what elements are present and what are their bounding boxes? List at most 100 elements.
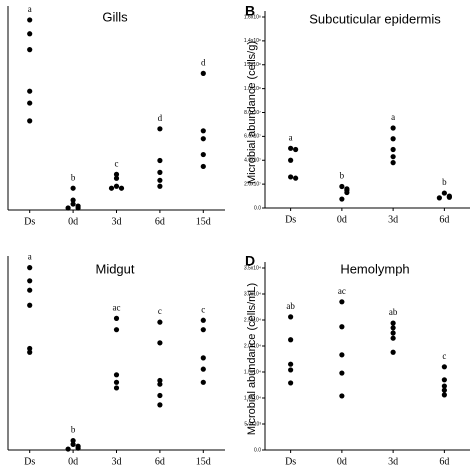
data-point bbox=[293, 146, 299, 153]
significance-letter: c bbox=[442, 351, 446, 361]
data-point bbox=[288, 145, 294, 151]
data-point bbox=[441, 387, 447, 393]
data-point bbox=[288, 367, 294, 373]
y-tick-label: 8.0x10⁷ bbox=[244, 110, 261, 116]
significance-letter: ac bbox=[113, 302, 121, 312]
data-point bbox=[200, 128, 206, 134]
data-point bbox=[200, 327, 206, 333]
data-point bbox=[65, 446, 71, 452]
data-point bbox=[75, 205, 81, 211]
data-point bbox=[441, 383, 447, 389]
data-point bbox=[113, 175, 120, 181]
data-point bbox=[288, 157, 294, 163]
data-point bbox=[390, 154, 396, 160]
x-tick-label: 6d bbox=[439, 456, 449, 467]
y-tick-label: 1.2x10⁸ bbox=[244, 62, 261, 68]
data-point bbox=[339, 299, 345, 305]
data-point bbox=[339, 352, 345, 358]
significance-letter: ab bbox=[389, 307, 398, 317]
data-point bbox=[390, 349, 396, 355]
data-point bbox=[157, 340, 163, 346]
y-tick-label: 1.4x10⁸ bbox=[244, 38, 261, 44]
significance-letter: b bbox=[71, 172, 76, 182]
x-tick-label: Ds bbox=[24, 456, 35, 467]
x-tick-label: 0d bbox=[337, 456, 347, 467]
significance-letter: d bbox=[158, 113, 163, 123]
data-point bbox=[436, 195, 442, 201]
data-point bbox=[390, 335, 396, 341]
data-point bbox=[390, 125, 396, 131]
data-point bbox=[118, 185, 125, 191]
data-point bbox=[200, 366, 206, 372]
panel-title: Hemolymph bbox=[340, 261, 409, 276]
data-point bbox=[70, 197, 76, 203]
data-point bbox=[339, 324, 345, 330]
data-point bbox=[200, 317, 206, 323]
data-point bbox=[288, 361, 294, 367]
data-point bbox=[441, 364, 447, 370]
data-point bbox=[27, 100, 33, 106]
data-point bbox=[27, 287, 33, 293]
panel-label: D bbox=[245, 253, 255, 269]
panel-title: Subcuticular epidermis bbox=[309, 11, 441, 26]
data-point bbox=[70, 441, 76, 447]
data-point bbox=[27, 345, 33, 352]
data-point bbox=[27, 349, 33, 355]
y-axis-label: Microbial abundance (cells/g) bbox=[246, 41, 258, 184]
y-tick-label: 2.0x10⁴ bbox=[244, 343, 261, 349]
significance-letter: b bbox=[71, 425, 76, 435]
data-point bbox=[113, 379, 120, 385]
data-point bbox=[27, 118, 33, 124]
data-point bbox=[157, 377, 163, 384]
significance-letter: ac bbox=[338, 286, 346, 296]
data-point bbox=[157, 381, 163, 387]
x-tick-label: 3d bbox=[112, 456, 122, 467]
data-point bbox=[157, 157, 163, 164]
significance-letter: c bbox=[115, 158, 119, 168]
x-tick-label: 15d bbox=[196, 456, 211, 467]
significance-letter: b bbox=[442, 177, 447, 187]
panel-title: Gills bbox=[102, 9, 128, 24]
data-point bbox=[200, 163, 206, 170]
x-tick-label: Ds bbox=[24, 216, 35, 227]
significance-letter: c bbox=[201, 304, 205, 314]
y-tick-label: 5.0x10³ bbox=[244, 421, 261, 427]
significance-letter: a bbox=[289, 132, 293, 142]
significance-letter: c bbox=[158, 306, 162, 316]
x-tick-label: 3d bbox=[112, 216, 122, 227]
data-point bbox=[70, 201, 76, 207]
data-point bbox=[27, 302, 33, 308]
data-point bbox=[157, 392, 163, 399]
data-point bbox=[27, 88, 33, 94]
y-tick-label: 3.0x10⁴ bbox=[244, 291, 261, 297]
data-point bbox=[113, 183, 120, 189]
data-point bbox=[446, 194, 452, 200]
x-tick-label: 6d bbox=[155, 216, 165, 227]
significance-letter: a bbox=[28, 4, 32, 14]
data-point bbox=[113, 372, 120, 378]
data-point bbox=[390, 325, 396, 331]
data-point bbox=[200, 151, 206, 158]
data-point bbox=[390, 146, 396, 153]
y-tick-label: 0.0 bbox=[254, 447, 261, 453]
data-point bbox=[27, 278, 33, 284]
x-tick-label: Ds bbox=[285, 456, 296, 467]
y-tick-label: 1.5x10⁴ bbox=[244, 369, 261, 375]
x-tick-label: 0d bbox=[337, 214, 347, 225]
y-tick-label: 1.0x10⁴ bbox=[244, 395, 261, 401]
data-point bbox=[27, 17, 33, 23]
data-point bbox=[441, 377, 447, 383]
y-tick-label: 3.5x10⁴ bbox=[244, 265, 261, 271]
data-point bbox=[288, 337, 294, 343]
data-point bbox=[441, 190, 447, 196]
x-tick-label: Ds bbox=[285, 214, 296, 225]
data-point bbox=[344, 189, 350, 196]
x-tick-label: 0d bbox=[68, 216, 78, 227]
significance-letter: a bbox=[28, 252, 32, 262]
y-tick-label: 1.6x10⁸ bbox=[244, 14, 261, 20]
significance-letter: b bbox=[340, 171, 345, 181]
data-point bbox=[339, 183, 345, 190]
significance-letter: a bbox=[391, 112, 395, 122]
data-point bbox=[157, 126, 163, 132]
x-tick-label: 6d bbox=[439, 214, 449, 225]
